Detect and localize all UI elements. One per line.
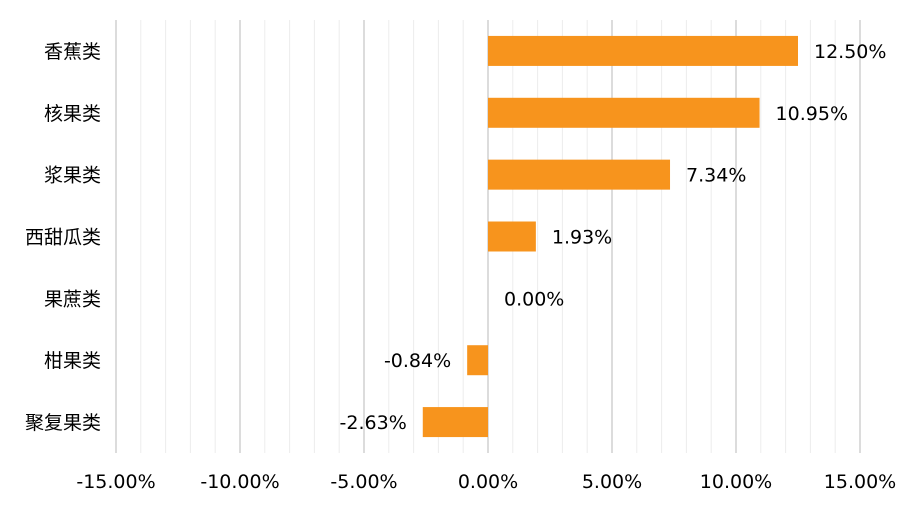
bar	[488, 221, 536, 252]
category-label: 柑果类	[44, 350, 101, 372]
bar	[488, 35, 798, 66]
data-label: -0.84%	[384, 350, 451, 372]
x-tick-label: 15.00%	[824, 471, 896, 493]
category-label: 浆果类	[44, 165, 101, 187]
category-label: 香蕉类	[44, 41, 101, 63]
x-tick-label: 5.00%	[582, 471, 642, 493]
bar	[467, 345, 488, 376]
x-tick-label: -10.00%	[200, 471, 279, 493]
data-label: 12.50%	[814, 41, 886, 63]
bar	[488, 159, 671, 190]
x-tick-label: 10.00%	[700, 471, 772, 493]
major-gridlines	[115, 20, 861, 453]
x-tick-label: 0.00%	[458, 471, 518, 493]
x-tick-labels: -15.00% -10.00% -5.00% 0.00% 5.00% 10.00% 15.0…	[76, 471, 896, 493]
data-labels: 12.50% 10.95% 7.34% 1.93% 0.00% -0.84% -2.63%	[340, 41, 887, 434]
x-tick-label: -5.00%	[330, 471, 397, 493]
data-label: 0.00%	[504, 288, 564, 310]
bar	[422, 407, 488, 438]
data-label: 7.34%	[686, 165, 746, 187]
data-label: -2.63%	[340, 412, 407, 434]
category-label: 聚复果类	[25, 412, 101, 434]
x-tick-label: -15.00%	[76, 471, 155, 493]
category-label: 西甜瓜类	[25, 227, 101, 249]
data-label: 10.95%	[776, 103, 848, 125]
bar	[488, 97, 760, 128]
bars	[422, 35, 798, 438]
category-label: 果蔗类	[44, 288, 101, 310]
data-label: 1.93%	[552, 227, 612, 249]
category-label: 核果类	[44, 103, 101, 125]
